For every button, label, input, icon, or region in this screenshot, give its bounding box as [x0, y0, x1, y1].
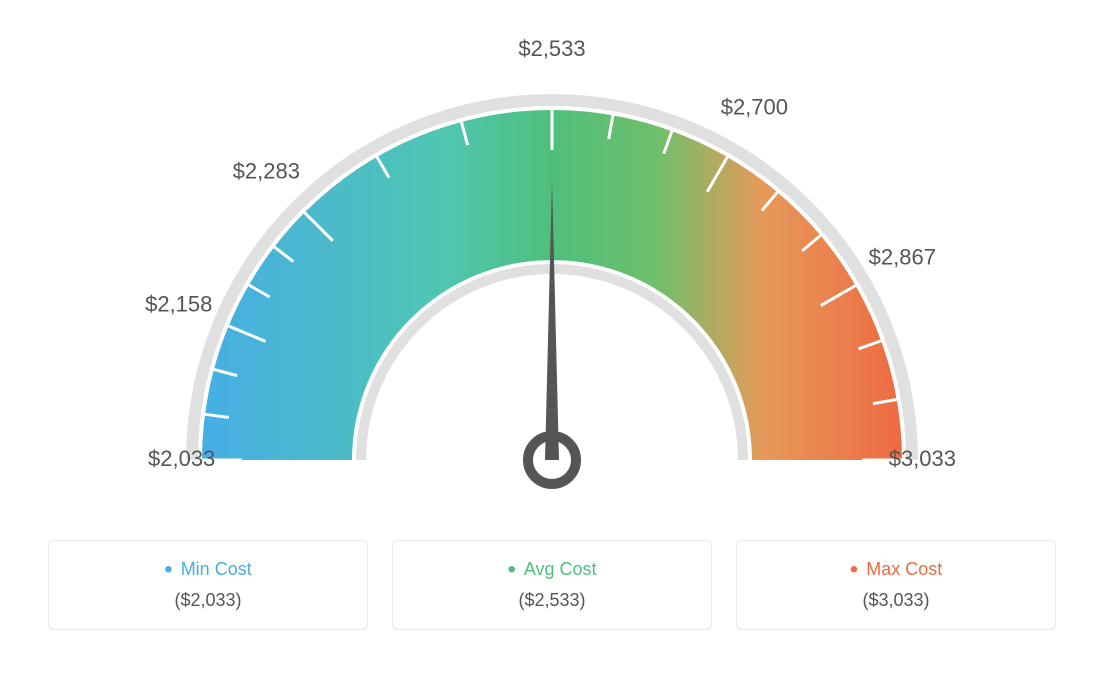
svg-text:$2,158: $2,158 — [145, 291, 212, 316]
svg-text:$2,533: $2,533 — [518, 36, 585, 61]
legend-card-avg: Avg Cost ($2,533) — [392, 540, 712, 630]
svg-text:$3,033: $3,033 — [889, 446, 956, 471]
svg-text:$2,033: $2,033 — [148, 446, 215, 471]
legend-card-min: Min Cost ($2,033) — [48, 540, 368, 630]
legend-title-avg: Avg Cost — [507, 559, 596, 580]
legend-value-avg: ($2,533) — [518, 590, 585, 611]
legend-value-min: ($2,033) — [174, 590, 241, 611]
svg-text:$2,283: $2,283 — [233, 158, 300, 183]
legend-value-max: ($3,033) — [862, 590, 929, 611]
legend-title-max: Max Cost — [850, 559, 942, 580]
legend-title-min: Min Cost — [164, 559, 251, 580]
legend-card-max: Max Cost ($3,033) — [736, 540, 1056, 630]
cost-gauge: $2,033 $2,158 $2,283 $2,533 $2,700 $2,867 $3,0… — [30, 30, 1074, 510]
svg-text:$2,867: $2,867 — [869, 245, 936, 270]
gauge-container: $2,033 $2,158 $2,283 $2,533 $2,700 $2,867 $3,0… — [30, 30, 1074, 510]
legend-row: Min Cost ($2,033) Avg Cost ($2,533) Max … — [30, 540, 1074, 630]
svg-text:$2,700: $2,700 — [721, 94, 788, 119]
